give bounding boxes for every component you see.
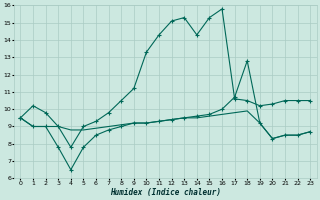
X-axis label: Humidex (Indice chaleur): Humidex (Indice chaleur) xyxy=(110,188,221,197)
